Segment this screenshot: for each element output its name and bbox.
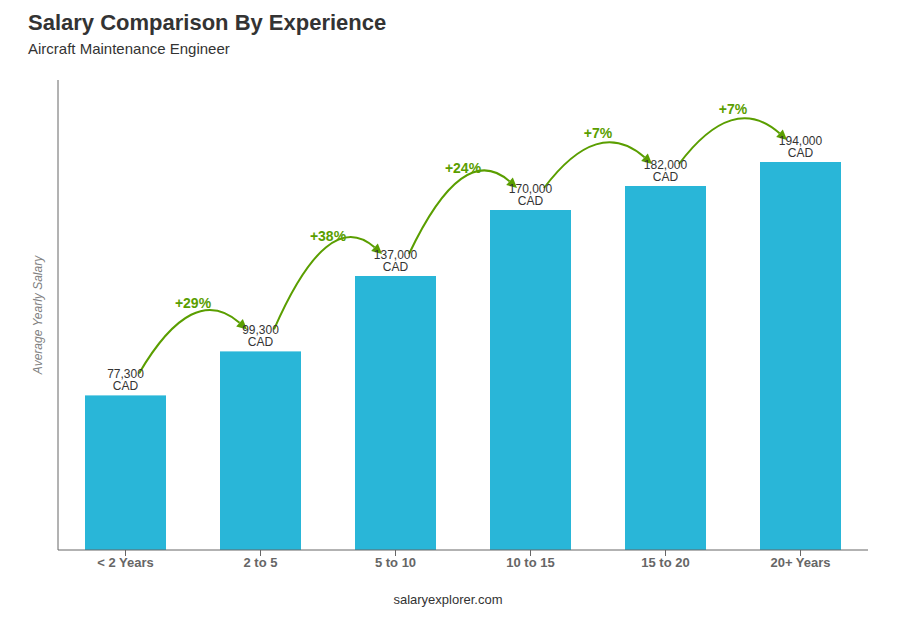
svg-text:194,000CAD: 194,000CAD [779, 134, 823, 160]
html-text:Aircraft Maintenance Engineer: Aircraft Maintenance Engineer [28, 40, 230, 57]
svg-text:10 to 15: 10 to 15 [506, 555, 554, 570]
svg-text:77,300CAD: 77,300CAD [107, 367, 144, 393]
svg-text:99,300CAD: 99,300CAD [242, 323, 279, 349]
svg-text:+7%: +7% [719, 101, 748, 117]
svg-text:< 2 Years: < 2 Years [97, 555, 154, 570]
svg-text:170,000CAD: 170,000CAD [509, 182, 553, 208]
svg-text:137,000CAD: 137,000CAD [374, 248, 418, 274]
svg-text:+29%: +29% [175, 295, 212, 311]
svg-text:+38%: +38% [310, 228, 347, 244]
svg-text:182,000CAD: 182,000CAD [644, 158, 688, 184]
svg-text:+7%: +7% [584, 125, 613, 141]
svg-text:2 to 5: 2 to 5 [244, 555, 278, 570]
svg-text:5 to 10: 5 to 10 [375, 555, 416, 570]
svg-text:20+ Years: 20+ Years [770, 555, 830, 570]
svg-text:Average Yearly Salary: Average Yearly Salary [31, 255, 45, 375]
html-text:Salary Comparison By Experienc: Salary Comparison By Experience [28, 10, 387, 35]
html-text:salaryexplorer.com: salaryexplorer.com [393, 592, 503, 607]
svg-text:+24%: +24% [445, 160, 482, 176]
svg-text:15 to 20: 15 to 20 [641, 555, 689, 570]
